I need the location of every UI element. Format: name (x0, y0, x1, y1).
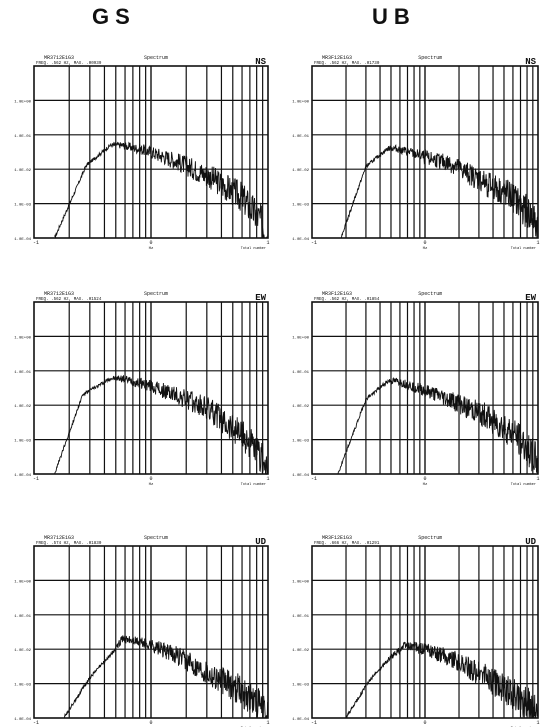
panel-gs-ew: 1.0E+00 1.0E-01 1.0E-02 1.0E-03 1.0E-04 -1 0 1 H… (14, 291, 269, 487)
y-tick-label: 1.0E-04 (292, 718, 309, 722)
y-tick-label: 1.0E-01 (292, 615, 309, 619)
x-tick-label: 1 (536, 476, 539, 482)
panel-ub-ns: 1.0E+00 1.0E-01 1.0E-02 1.0E-03 1.0E-04 -1 0 1 H… (292, 55, 539, 251)
y-tick-label: 1.0E-04 (292, 238, 309, 242)
y-tick-label: 1.0E-02 (14, 649, 31, 653)
panel-ub-ew: 1.0E+00 1.0E-01 1.0E-02 1.0E-03 1.0E-04 -1 0 1 H… (292, 291, 539, 487)
x-tick-label: -1 (311, 476, 317, 482)
y-tick-label: 1.0E-03 (292, 684, 309, 688)
panel-freq-text: FREQ. .574 Hz, MAX. .01830 (36, 542, 102, 546)
panel-gs-ud: 1.0E+001.0E-011.0E-021.0E-031.0E-04-101H… (14, 535, 269, 727)
column-title-gs: GS (92, 4, 136, 29)
x-tick-label: 0 (149, 720, 152, 726)
x-tick-label: -1 (33, 720, 39, 726)
panel-freq-text: FREQ. .562 Hz, MAX. .01854 (314, 298, 380, 302)
y-tick-label: 1.0E-02 (14, 405, 31, 409)
panel-header-id: MR3F12E1G3 (322, 535, 352, 541)
x-tick-label: -1 (311, 720, 317, 726)
y-tick-label: 1.0E-01 (14, 135, 31, 139)
column-title-ub: UB (372, 4, 416, 29)
y-tick-label: 1.0E+00 (292, 336, 309, 340)
x-tick-label: 0 (423, 240, 426, 246)
x-axis-label: Hz (423, 483, 428, 487)
y-tick-label: 1.0E+00 (292, 580, 309, 584)
panel-freq-text: FREQ. .562 Hz, MAX. .00939 (36, 62, 102, 66)
panel-header-id: MR3F12E1G3 (322, 291, 352, 297)
x-tick-label: 0 (149, 240, 152, 246)
y-tick-label: 1.0E-01 (292, 135, 309, 139)
x-axis-label: Hz (423, 247, 428, 251)
component-label: EW (255, 293, 266, 303)
panel-ub-ud: 1.0E+001.0E-011.0E-021.0E-031.0E-04-101H… (292, 535, 539, 727)
x-tick-label: 0 (149, 476, 152, 482)
y-tick-label: 1.0E+00 (14, 100, 31, 104)
x-tick-label: 1 (266, 720, 269, 726)
x-tick-label: 1 (536, 240, 539, 246)
spectrum-line (340, 144, 539, 239)
x-tick-label: 0 (423, 476, 426, 482)
panel-header-id: MR3712E1G3 (44, 291, 74, 297)
x-tick-label: 1 (266, 476, 269, 482)
component-label: EW (525, 293, 536, 303)
x-axis-label: Hz (149, 247, 154, 251)
component-label: UD (255, 537, 266, 547)
panel-header-title: Spectrum (418, 55, 442, 61)
y-tick-label: 1.0E+00 (14, 336, 31, 340)
x-axis-label-right: Total number (241, 246, 266, 251)
y-tick-label: 1.0E-04 (292, 474, 309, 478)
x-axis-label: Hz (149, 483, 154, 487)
x-tick-label: -1 (33, 240, 39, 246)
component-label: NS (525, 57, 536, 67)
y-tick-label: 1.0E-03 (292, 204, 309, 208)
spectrum-line (63, 635, 269, 719)
panel-header-title: Spectrum (144, 535, 168, 541)
panel-header-title: Spectrum (144, 55, 168, 61)
x-axis-label-right: Total number (241, 482, 266, 487)
x-tick-label: 0 (423, 720, 426, 726)
x-tick-label: 1 (536, 720, 539, 726)
panel-header-id: MR3712E1G3 (44, 55, 74, 61)
panel-freq-text: FREQ. .666 Hz, MAX. .01291 (314, 542, 380, 546)
y-tick-label: 1.0E-02 (292, 649, 309, 653)
spectrum-line (54, 141, 269, 239)
panel-freq-text: FREQ. .562 Hz, MAX. .01524 (36, 298, 102, 302)
y-tick-label: 1.0E-03 (14, 440, 31, 444)
panel-gs-ns: 1.0E+00 1.0E-01 1.0E-02 1.0E-03 1.0E-04 -1 0 1 H… (14, 55, 269, 251)
y-tick-label: 1.0E-01 (14, 371, 31, 375)
y-tick-label: 1.0E-02 (14, 169, 31, 173)
y-tick-label: 1.0E+00 (14, 580, 31, 584)
spectrum-line (345, 641, 539, 719)
spectrum-line (337, 377, 539, 475)
y-tick-label: 1.0E-02 (292, 405, 309, 409)
panel-header-id: MR3F12E1G3 (322, 55, 352, 61)
panel-header-title: Spectrum (144, 291, 168, 297)
y-tick-label: 1.0E+00 (292, 100, 309, 104)
x-tick-label: -1 (33, 476, 39, 482)
x-tick-label: -1 (311, 240, 317, 246)
x-axis-label-right: Total number (511, 482, 536, 487)
y-tick-label: 1.0E-03 (292, 440, 309, 444)
x-tick-label: 1 (266, 240, 269, 246)
y-tick-label: 1.0E-01 (292, 371, 309, 375)
panel-header-id: MR3712E1G3 (44, 535, 74, 541)
y-tick-label: 1.0E-04 (14, 718, 31, 722)
y-tick-label: 1.0E-03 (14, 684, 31, 688)
component-label: UD (525, 537, 536, 547)
y-tick-label: 1.0E-04 (14, 474, 31, 478)
panel-header-title: Spectrum (418, 291, 442, 297)
y-tick-label: 1.0E-01 (14, 615, 31, 619)
y-tick-label: 1.0E-04 (14, 238, 31, 242)
x-axis-label-right: Total number (511, 246, 536, 251)
y-tick-label: 1.0E-03 (14, 204, 31, 208)
panel-freq-text: FREQ. .562 Hz, MAX. .01730 (314, 62, 380, 66)
panel-header-title: Spectrum (418, 535, 442, 541)
component-label: NS (255, 57, 266, 67)
y-tick-label: 1.0E-02 (292, 169, 309, 173)
spectrum-line (54, 375, 269, 476)
